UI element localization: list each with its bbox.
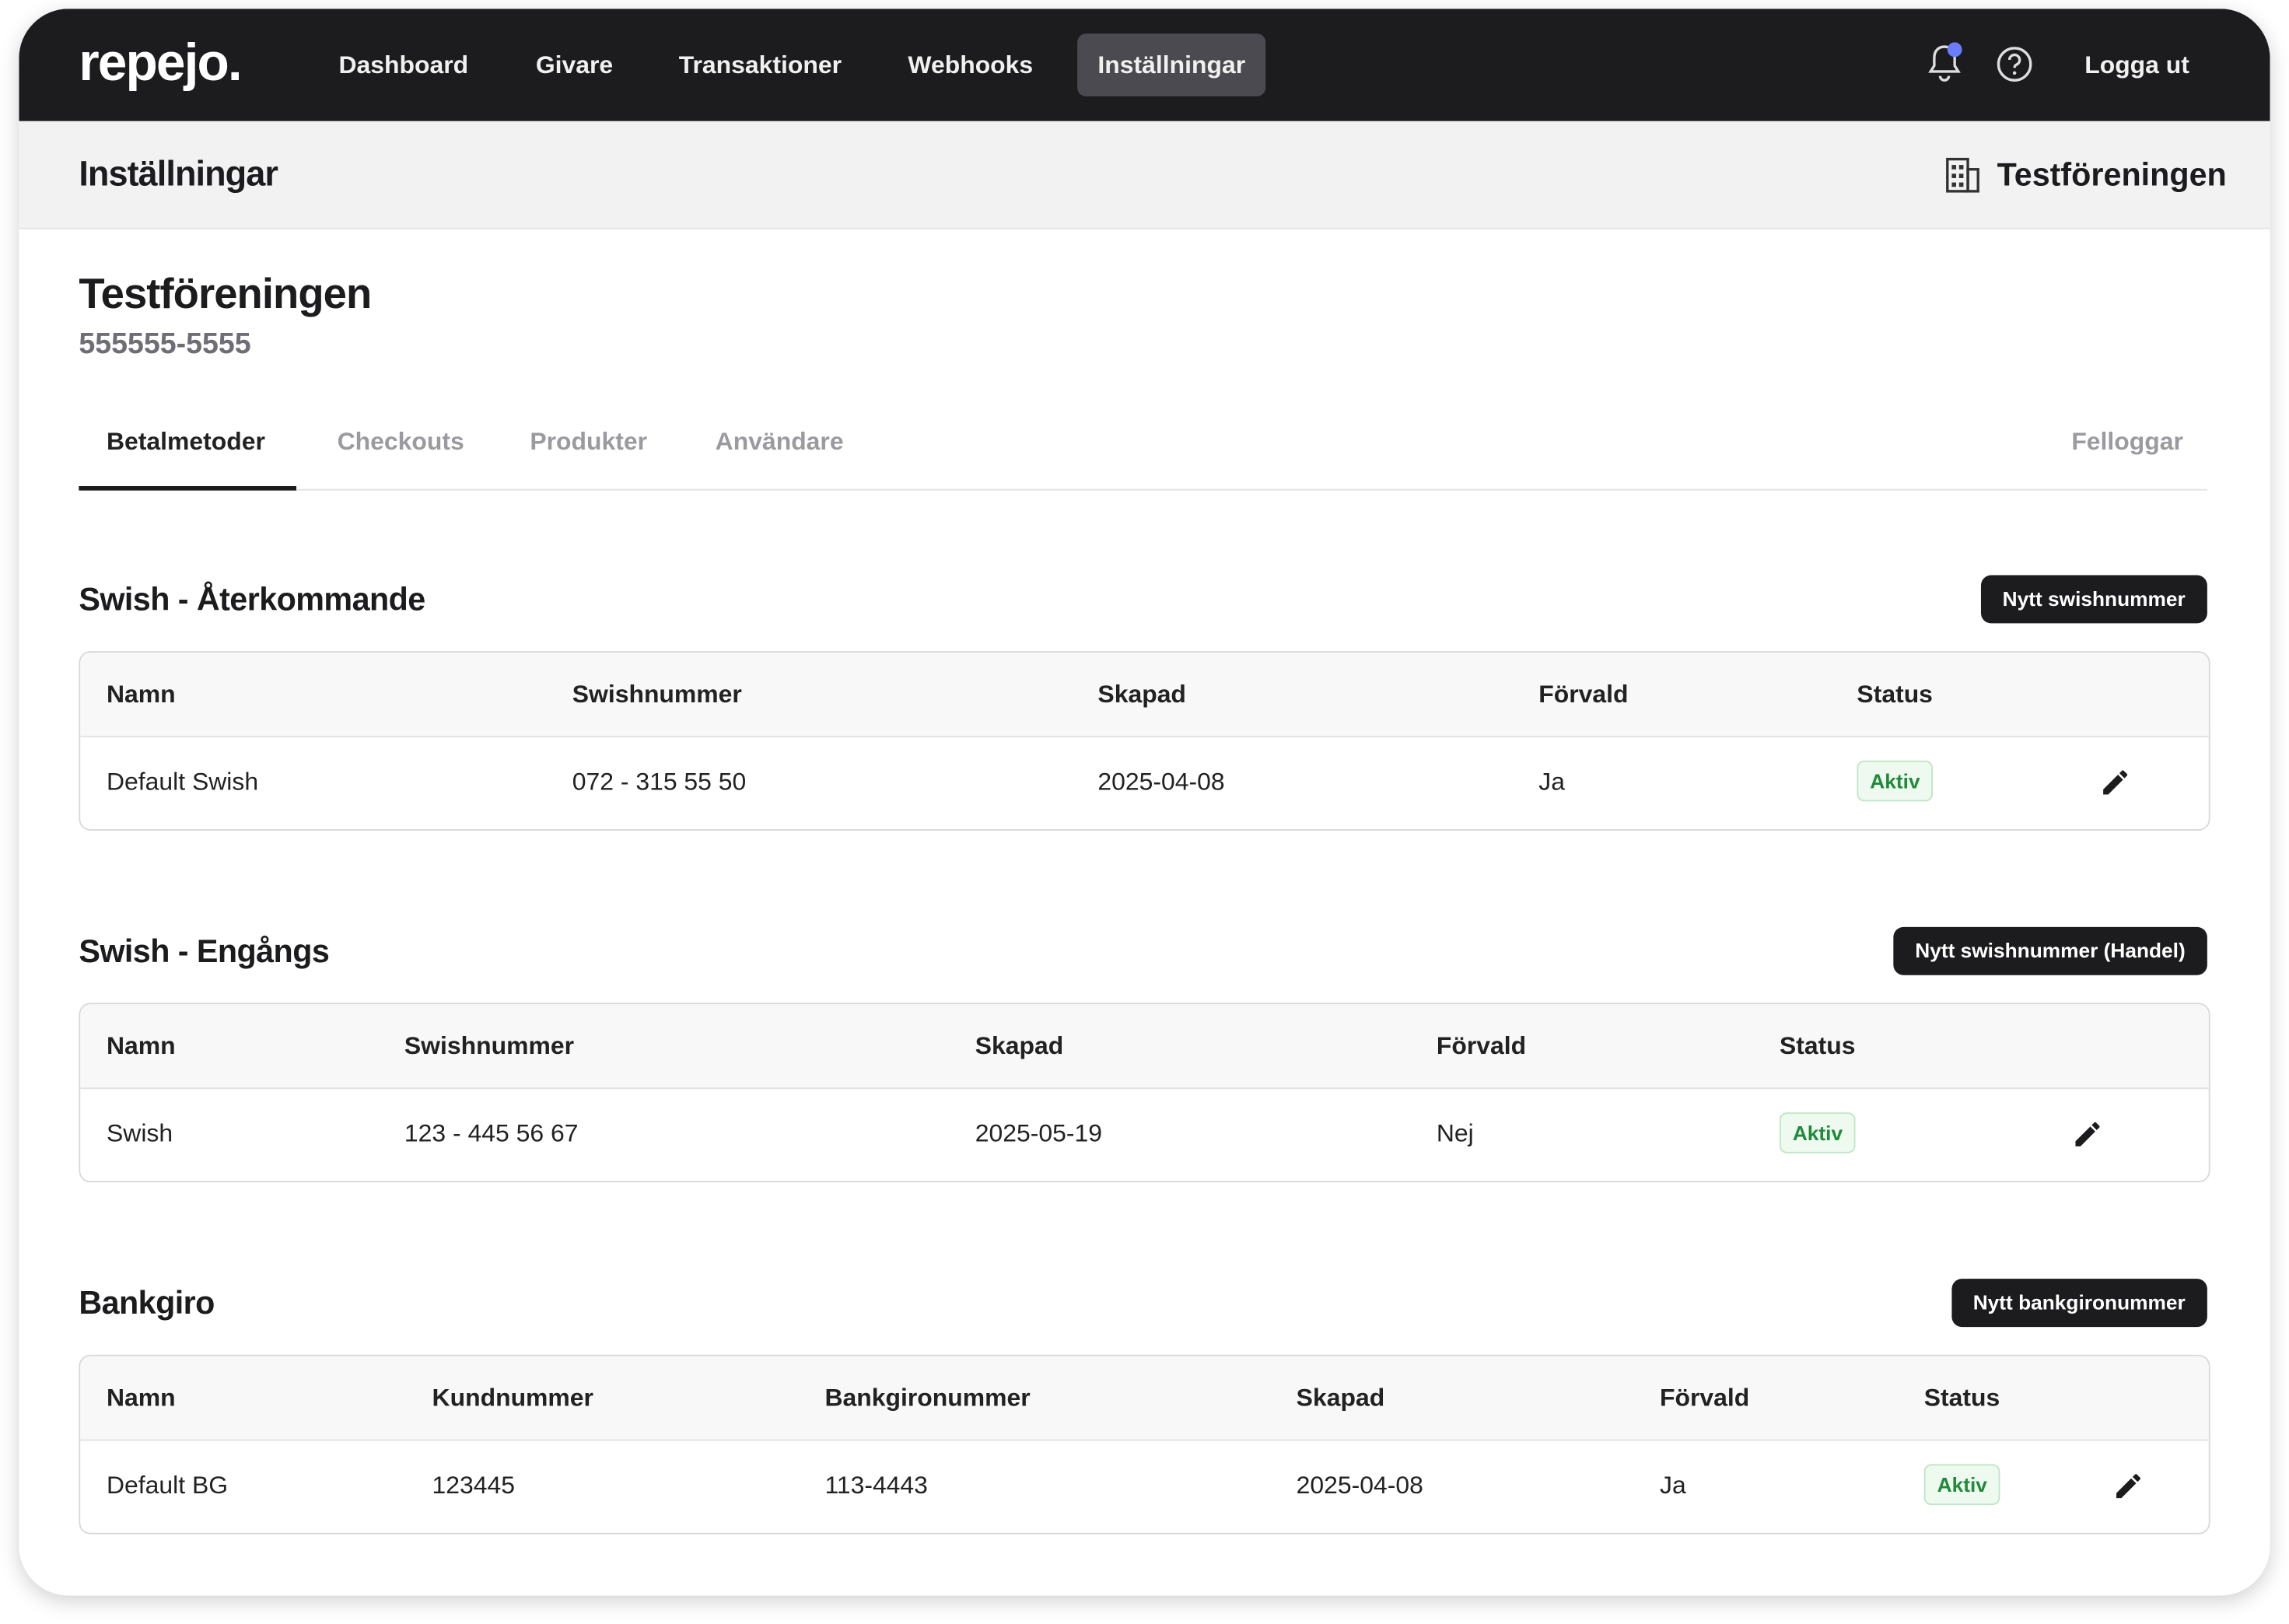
logo[interactable]: repejo.	[79, 32, 242, 93]
table-cell: 123445	[432, 1471, 516, 1500]
nav-item[interactable]: Webhooks	[908, 51, 1034, 79]
table-cell: 2025-05-19	[975, 1119, 1103, 1148]
column-header: Namn	[107, 680, 176, 709]
column-header: Förvald	[1538, 680, 1629, 709]
table: Namn Swishnummer Skapad Förvald Status Swish 1…	[79, 1003, 2210, 1183]
edit-button[interactable]	[2071, 1118, 2103, 1158]
column-header: Förvald	[1660, 1384, 1750, 1412]
table-cell: 2025-04-08	[1296, 1471, 1423, 1500]
column-header: Skapad	[1097, 680, 1186, 709]
table-cell: Default BG	[107, 1471, 229, 1500]
table-cell: 2025-04-08	[1097, 768, 1225, 796]
tab[interactable]: Användare	[715, 427, 844, 456]
nav-item[interactable]: Givare	[535, 51, 614, 79]
section-title: Swish - Engångs	[79, 933, 330, 970]
table-cell: Ja	[1660, 1471, 1686, 1500]
column-header: Skapad	[975, 1031, 1064, 1060]
nav-item[interactable]: Inställningar	[1077, 33, 1266, 96]
status-badge: Aktiv	[1857, 760, 1934, 802]
tab[interactable]: Produkter	[530, 427, 648, 456]
section-title: Bankgiro	[79, 1284, 215, 1321]
add-button[interactable]: Nytt swishnummer (Handel)	[1893, 926, 2207, 975]
column-header: Status	[1923, 1384, 2000, 1412]
building-icon	[1943, 155, 1981, 203]
table-cell: 123 - 445 56 67	[404, 1119, 579, 1148]
column-header: Swishnummer	[404, 1031, 575, 1060]
top-nav: repejo. Dashboard Givare Transaktioner Webho…	[19, 9, 2270, 121]
status-badge: Aktiv	[1779, 1112, 1856, 1153]
nav-item[interactable]: Dashboard	[338, 51, 469, 79]
nav-item[interactable]: Transaktioner	[678, 51, 842, 79]
edit-button[interactable]	[2112, 1470, 2144, 1510]
column-header: Kundnummer	[432, 1384, 593, 1412]
table: Namn Swishnummer Skapad Förvald Status Defaul…	[79, 651, 2210, 831]
page-title: Inställningar	[79, 154, 278, 194]
tabs-divider	[79, 488, 2207, 491]
table-cell: Nej	[1436, 1119, 1474, 1148]
column-header: Skapad	[1296, 1384, 1385, 1412]
tab-indicator	[79, 486, 297, 491]
section-title: Swish - Återkommande	[79, 581, 425, 618]
status-badge: Aktiv	[1923, 1464, 2000, 1506]
org-name: Testföreningen	[79, 271, 372, 319]
table-cell: 072 - 315 55 50	[572, 768, 747, 796]
column-header: Swishnummer	[572, 680, 742, 709]
notifications-icon[interactable]	[1926, 42, 1964, 90]
org-number: 555555-5555	[79, 328, 251, 361]
column-header: Förvald	[1436, 1031, 1527, 1060]
tab[interactable]: Checkouts	[337, 427, 464, 456]
column-header: Namn	[107, 1031, 176, 1060]
tab[interactable]: Betalmetoder	[107, 427, 265, 456]
column-header: Bankgironummer	[824, 1384, 1031, 1412]
page-header: Inställningar Testföreningen	[19, 121, 2270, 229]
column-header: Status	[1857, 680, 1933, 709]
add-button[interactable]: Nytt bankgironummer	[1951, 1279, 2207, 1328]
column-header: Status	[1779, 1031, 1856, 1060]
edit-button[interactable]	[2099, 766, 2131, 806]
table-cell: Swish	[107, 1119, 173, 1148]
add-button[interactable]: Nytt swishnummer	[1980, 575, 2207, 624]
help-icon[interactable]	[1996, 45, 2034, 90]
logout-link[interactable]: Logga ut	[2084, 51, 2189, 79]
column-header: Namn	[107, 1384, 176, 1412]
table: Namn Kundnummer Bankgironummer Skapad Förval…	[79, 1354, 2210, 1535]
table-cell: Ja	[1538, 768, 1565, 796]
org-switcher[interactable]: Testföreningen	[1997, 156, 2227, 193]
table-cell: Default Swish	[107, 768, 259, 796]
table-header	[80, 1004, 2209, 1090]
table-header	[80, 1356, 2209, 1441]
table-cell: 113-4443	[824, 1471, 928, 1500]
app-window: repejo. Dashboard Givare Transaktioner Webho…	[19, 9, 2270, 1596]
table-header	[80, 652, 2209, 737]
tab[interactable]: Felloggar	[2071, 427, 2183, 456]
